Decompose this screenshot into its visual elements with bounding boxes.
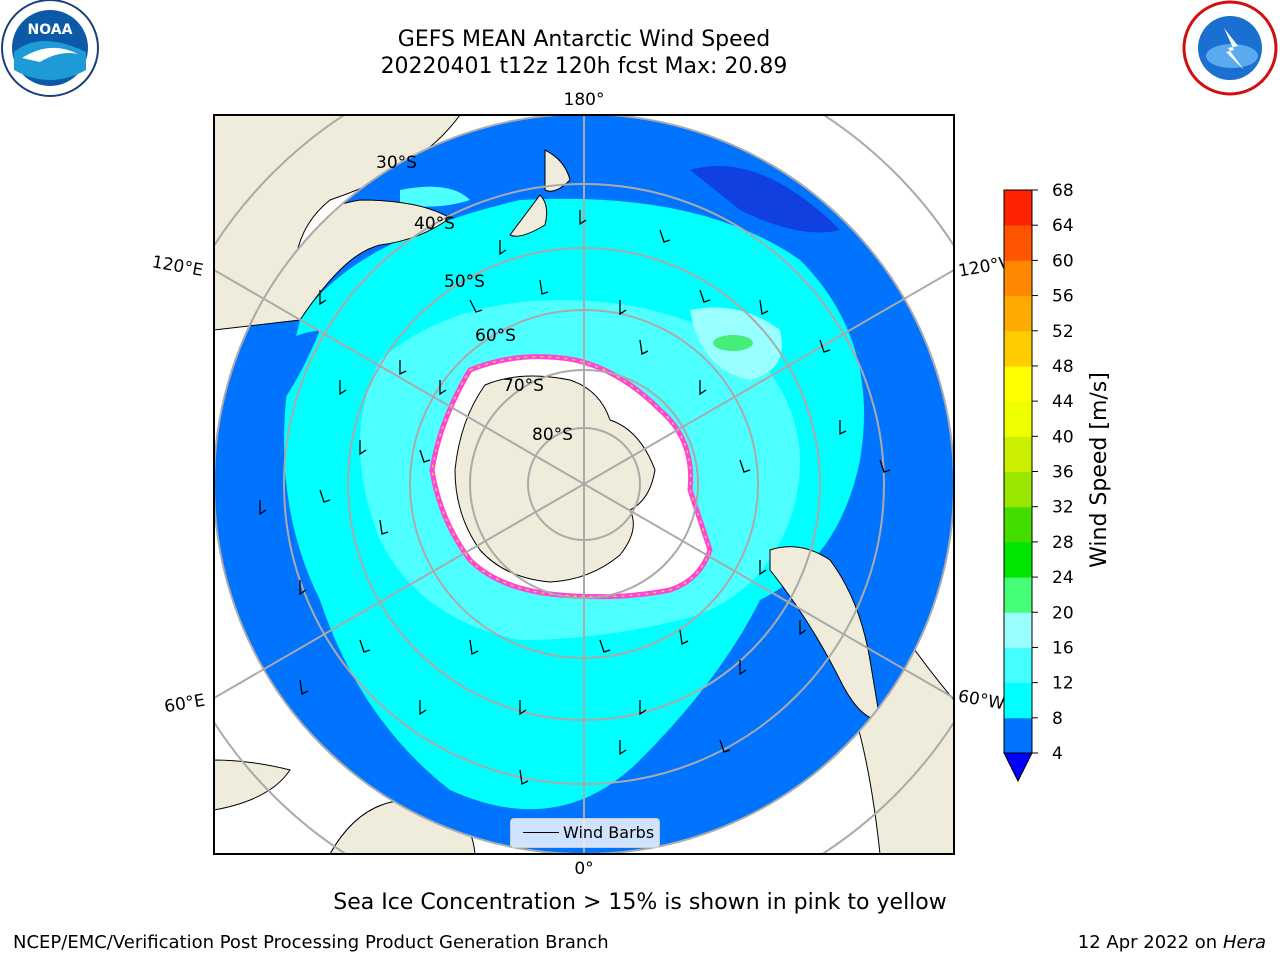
- colorbar-tick-label: 56: [1052, 287, 1074, 307]
- lon-label-0: 0°: [574, 859, 593, 879]
- colorbar-segment: [1004, 401, 1032, 437]
- colorbar-label: Wind Speed [m/s]: [1087, 372, 1112, 568]
- colorbar-segment: [1004, 717, 1032, 754]
- colorbar-tick-label: 36: [1052, 463, 1074, 483]
- colorbar-segment: [1004, 295, 1032, 332]
- wind-barbs-legend: Wind Barbs: [510, 818, 660, 848]
- colorbar-segment: [1004, 190, 1032, 226]
- colorbar-tick-label: 32: [1052, 498, 1074, 518]
- colorbar-segment: [1004, 260, 1032, 297]
- colorbar-tick-label: 40: [1052, 427, 1074, 447]
- noaa-logo: NOAA: [1, 0, 99, 97]
- lon-label-60e: 60°E: [163, 691, 207, 718]
- lat-label-40s: 40°S: [414, 214, 455, 234]
- lon-label-120e: 120°E: [150, 252, 204, 281]
- colorbar-tick-label: 4: [1052, 744, 1063, 764]
- lon-label-180: 180°: [564, 90, 605, 110]
- map-grid: [214, 115, 954, 854]
- colorbar-segment: [1004, 541, 1032, 578]
- lon-label-60w: 60°W: [957, 686, 1007, 714]
- colorbar-tick-label: 8: [1052, 709, 1063, 729]
- wind-barbs: [259, 210, 891, 785]
- colorbar-segment: [1004, 471, 1032, 508]
- footer-date: 12 Apr 2022 on Hera: [1078, 932, 1266, 953]
- nws-logo: [1182, 0, 1278, 96]
- colorbar-segment: [1004, 436, 1032, 472]
- colorbar-tick-label: 20: [1052, 603, 1074, 623]
- colorbar-segment: [1004, 330, 1032, 367]
- map-subtitle: 20220401 t12z 120h fcst Max: 20.89: [380, 54, 788, 79]
- legend-line-icon: [523, 832, 559, 833]
- colorbar-tick-label: 28: [1052, 533, 1074, 553]
- legend-label: Wind Barbs: [563, 823, 655, 842]
- colorbar-tick-label: 24: [1052, 568, 1074, 588]
- colorbar-tick-label: 60: [1052, 251, 1074, 271]
- colorbar-segment: [1004, 577, 1032, 613]
- lat-label-80s: 80°S: [532, 425, 573, 445]
- colorbar-tick-label: 16: [1052, 638, 1074, 658]
- colorbar-segment: [1004, 225, 1032, 261]
- colorbar-segment: [1004, 612, 1032, 648]
- lat-label-70s: 70°S: [503, 376, 544, 396]
- colorbar-under-arrow: [1003, 752, 1033, 783]
- colorbar-segment: [1004, 365, 1032, 402]
- noaa-logo-text: NOAA: [28, 22, 73, 38]
- footer-date-text: 12 Apr 2022 on: [1077, 932, 1223, 953]
- colorbar-segment: [1004, 682, 1032, 719]
- lat-label-60s: 60°S: [475, 326, 516, 346]
- lat-label-50s: 50°S: [444, 272, 485, 292]
- lat-label-30s: 30°S: [376, 153, 417, 173]
- colorbar-tick-label: 64: [1052, 216, 1074, 236]
- colorbar-segment: [1004, 506, 1032, 543]
- colorbar-tick-label: 68: [1052, 181, 1074, 201]
- footer-host: Hera: [1222, 932, 1266, 953]
- colorbar-segment: [1004, 647, 1032, 684]
- colorbar-tick-label: 48: [1052, 357, 1074, 377]
- wind-speed-field: [214, 114, 954, 854]
- sea-ice-note: Sea Ice Concentration > 15% is shown in …: [333, 890, 947, 915]
- footer-credit: NCEP/EMC/Verification Post Processing Pr…: [13, 932, 609, 953]
- map-title: GEFS MEAN Antarctic Wind Speed: [397, 27, 771, 52]
- colorbar-tick-label: 52: [1052, 322, 1074, 342]
- colorbar-tick-label: 44: [1052, 392, 1074, 412]
- colorbar-tick-label: 12: [1052, 674, 1074, 694]
